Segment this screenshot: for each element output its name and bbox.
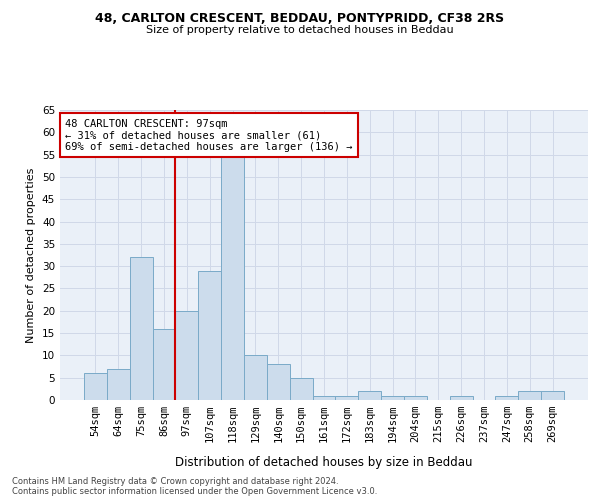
Bar <box>152 328 175 400</box>
Bar <box>267 364 290 400</box>
Text: Distribution of detached houses by size in Beddau: Distribution of detached houses by size … <box>175 456 473 469</box>
Bar <box>358 391 381 400</box>
Bar <box>335 396 358 400</box>
Bar <box>290 378 313 400</box>
Bar <box>404 396 427 400</box>
Text: Contains HM Land Registry data © Crown copyright and database right 2024.: Contains HM Land Registry data © Crown c… <box>12 476 338 486</box>
Text: Contains public sector information licensed under the Open Government Licence v3: Contains public sector information licen… <box>12 486 377 496</box>
Bar <box>244 356 267 400</box>
Bar <box>313 396 335 400</box>
Bar <box>381 396 404 400</box>
Bar <box>130 257 152 400</box>
Bar <box>541 391 564 400</box>
Bar <box>518 391 541 400</box>
Bar <box>107 369 130 400</box>
Bar <box>198 270 221 400</box>
Text: Size of property relative to detached houses in Beddau: Size of property relative to detached ho… <box>146 25 454 35</box>
Bar <box>84 373 107 400</box>
Text: 48, CARLTON CRESCENT, BEDDAU, PONTYPRIDD, CF38 2RS: 48, CARLTON CRESCENT, BEDDAU, PONTYPRIDD… <box>95 12 505 26</box>
Bar <box>496 396 518 400</box>
Bar <box>221 154 244 400</box>
Y-axis label: Number of detached properties: Number of detached properties <box>26 168 37 342</box>
Text: 48 CARLTON CRESCENT: 97sqm
← 31% of detached houses are smaller (61)
69% of semi: 48 CARLTON CRESCENT: 97sqm ← 31% of deta… <box>65 118 353 152</box>
Bar <box>450 396 473 400</box>
Bar <box>175 311 198 400</box>
